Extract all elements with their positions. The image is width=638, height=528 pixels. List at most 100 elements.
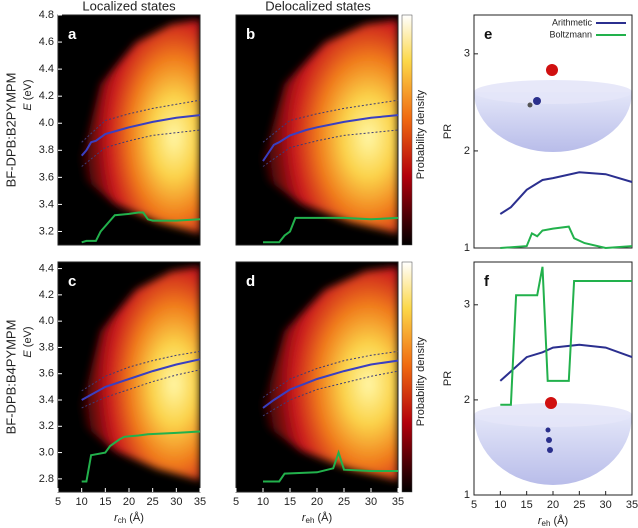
series-line bbox=[262, 99, 399, 143]
x-axis-label: reh (Å) bbox=[302, 511, 332, 525]
panel-letter: a bbox=[68, 26, 77, 43]
panel-letter: c bbox=[68, 273, 76, 290]
series-line bbox=[81, 211, 201, 244]
density-map bbox=[263, 19, 398, 234]
density-blob bbox=[263, 266, 398, 481]
series-line bbox=[263, 449, 398, 483]
y-tick-label: 4.0 bbox=[39, 315, 54, 327]
y-label-symbol: E bbox=[22, 350, 34, 358]
x-label-unit: (Å) bbox=[129, 511, 144, 524]
series-line bbox=[81, 99, 201, 143]
plot-frame bbox=[57, 14, 201, 246]
y-tick-label: 4.2 bbox=[39, 90, 54, 102]
x-tick-label: 15 bbox=[521, 499, 533, 511]
x-tick-label: 5 bbox=[55, 496, 61, 508]
x-axis-label: rch (Å) bbox=[114, 511, 144, 525]
panel-letter: d bbox=[246, 273, 255, 290]
y-tick-label: 4.8 bbox=[39, 9, 54, 21]
x-tick-label: 10 bbox=[257, 496, 269, 508]
x-tick-label: 30 bbox=[170, 496, 182, 508]
x-label-symbol: r bbox=[114, 512, 119, 524]
y-label-unit: (eV) bbox=[22, 326, 34, 347]
density-map bbox=[82, 19, 200, 234]
legend-label: Arithmetic bbox=[552, 17, 593, 27]
series-line bbox=[499, 343, 633, 382]
x-tick-label: 35 bbox=[626, 499, 638, 511]
series-line bbox=[80, 114, 201, 157]
y-axis-label: E (eV) bbox=[22, 79, 34, 110]
series-line bbox=[500, 225, 633, 250]
y-label-unit: (eV) bbox=[22, 79, 34, 100]
column-title: Localized states bbox=[82, 0, 176, 13]
y-tick-label: 3.8 bbox=[39, 144, 54, 156]
x-tick-label: 35 bbox=[392, 496, 404, 508]
y-axis-label: PR bbox=[442, 371, 454, 386]
molecule-sketch bbox=[474, 64, 632, 152]
series-line bbox=[81, 430, 201, 483]
x-tick-label: 25 bbox=[573, 499, 585, 511]
panel-letter: f bbox=[484, 273, 490, 290]
colorbar bbox=[401, 261, 413, 493]
y-tick-label: 1 bbox=[464, 489, 470, 501]
series-line bbox=[262, 359, 399, 409]
x-label-unit: (Å) bbox=[553, 514, 568, 527]
y-tick-label: 3.2 bbox=[39, 225, 54, 237]
row-label: BF-DPB:B4PYMPM bbox=[3, 320, 18, 435]
x-tick-label: 10 bbox=[76, 496, 88, 508]
x-label-subscript: eh bbox=[542, 519, 551, 528]
y-tick-label: 3.6 bbox=[39, 368, 54, 380]
plot-frame bbox=[235, 14, 399, 246]
x-tick-label: 25 bbox=[147, 496, 159, 508]
x-tick-label: 5 bbox=[471, 499, 477, 511]
y-axis-label: E (eV) bbox=[22, 326, 34, 357]
x-tick-label: 25 bbox=[338, 496, 350, 508]
x-tick-label: 5 bbox=[233, 496, 239, 508]
series-line bbox=[81, 350, 201, 392]
x-label-symbol: r bbox=[538, 515, 543, 527]
y-tick-label: 2 bbox=[464, 145, 470, 157]
x-label-subscript: eh bbox=[306, 516, 315, 525]
series-line bbox=[499, 171, 633, 215]
y-tick-label: 3 bbox=[464, 299, 470, 311]
x-tick-label: 20 bbox=[547, 499, 559, 511]
y-tick-label: 2.8 bbox=[39, 473, 54, 485]
y-tick-label: 3.4 bbox=[39, 198, 54, 210]
x-tick-label: 15 bbox=[284, 496, 296, 508]
series-line bbox=[81, 358, 201, 401]
x-label-unit: (Å) bbox=[317, 511, 332, 524]
y-tick-label: 3.4 bbox=[39, 394, 54, 406]
y-tick-label: 4.6 bbox=[39, 36, 54, 48]
y-tick-label: 3.0 bbox=[39, 446, 54, 458]
column-title: Delocalized states bbox=[265, 0, 371, 13]
x-tick-label: 10 bbox=[494, 499, 506, 511]
series-line bbox=[262, 114, 399, 162]
x-tick-label: 30 bbox=[600, 499, 612, 511]
y-tick-label: 3 bbox=[464, 48, 470, 60]
density-map bbox=[82, 266, 200, 481]
series-line bbox=[263, 216, 399, 244]
series-line bbox=[262, 350, 399, 398]
y-tick-label: 4.4 bbox=[39, 63, 54, 75]
density-blob bbox=[263, 19, 398, 234]
series-line bbox=[81, 129, 201, 167]
x-label-symbol: r bbox=[302, 512, 307, 524]
series-line bbox=[262, 370, 399, 417]
y-tick-label: 1 bbox=[464, 242, 470, 254]
y-tick-label: 2 bbox=[464, 394, 470, 406]
y-tick-label: 3.6 bbox=[39, 171, 54, 183]
colorbar-label: Probability density bbox=[415, 89, 427, 179]
colorbar bbox=[401, 14, 413, 246]
density-blob bbox=[82, 19, 200, 234]
density-map bbox=[263, 266, 398, 481]
y-tick-label: 4.2 bbox=[39, 289, 54, 301]
y-tick-label: 4.4 bbox=[39, 262, 54, 274]
row-label: BF-DPB:B2PYMPM bbox=[3, 73, 18, 188]
x-tick-label: 20 bbox=[123, 496, 135, 508]
x-label-subscript: ch bbox=[118, 516, 126, 525]
y-tick-label: 4.0 bbox=[39, 117, 54, 129]
series-line bbox=[500, 266, 632, 406]
x-tick-label: 20 bbox=[311, 496, 323, 508]
x-axis-label: reh (Å) bbox=[538, 514, 568, 528]
x-tick-label: 30 bbox=[365, 496, 377, 508]
